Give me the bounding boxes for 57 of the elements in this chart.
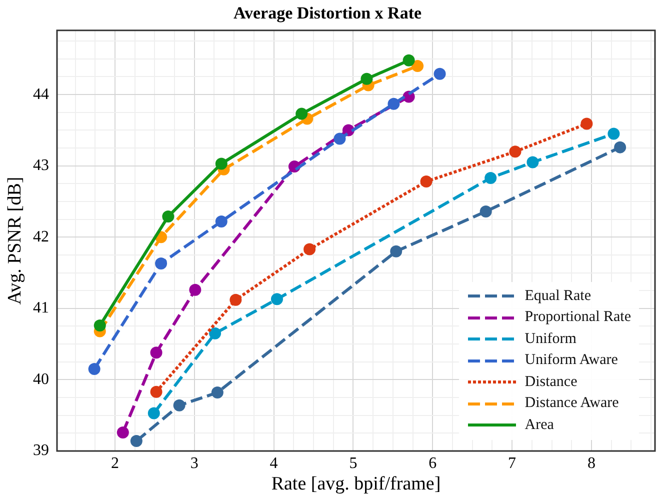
x-tick-label: 5 <box>349 454 358 472</box>
point <box>526 156 539 168</box>
point <box>215 215 228 228</box>
legend-label: Area <box>524 416 554 434</box>
point <box>94 320 106 332</box>
point <box>388 98 400 110</box>
point <box>420 176 432 188</box>
legend-label: Equal Rate <box>524 286 591 306</box>
y-tick-label: 42 <box>33 228 49 246</box>
x-tick-label: 2 <box>110 454 119 472</box>
point <box>304 243 316 256</box>
y-tick-label: 41 <box>33 300 49 317</box>
legend-label: Proportional Rate <box>524 308 631 327</box>
y-tick-label: 39 <box>33 442 49 460</box>
point <box>230 294 242 306</box>
point <box>270 293 283 306</box>
x-tick-label: 6 <box>428 454 437 472</box>
point <box>412 60 424 72</box>
x-tick-label: 4 <box>270 454 278 472</box>
legend-label: Uniform Aware <box>524 351 618 370</box>
point <box>150 346 162 359</box>
point <box>116 426 129 438</box>
point <box>296 108 308 120</box>
x-tick-label: 8 <box>587 454 596 472</box>
point <box>148 407 160 420</box>
legend-label: Uniform <box>524 330 576 348</box>
y-axis-title: Avg. PSNR [dB] <box>4 176 26 305</box>
point <box>509 146 522 158</box>
legend-label: Distance Aware <box>524 394 619 413</box>
point <box>580 118 593 130</box>
point <box>88 363 100 376</box>
x-axis-title: Rate [avg. bpif/frame] <box>271 474 441 495</box>
point <box>150 386 162 398</box>
point <box>402 54 415 66</box>
point <box>614 141 626 154</box>
x-tick-label: 3 <box>190 454 198 472</box>
point <box>130 435 142 448</box>
point <box>434 68 446 80</box>
x-tick-label: 7 <box>508 454 516 472</box>
point <box>480 205 492 218</box>
point <box>390 245 402 258</box>
y-tick-label: 44 <box>33 86 49 103</box>
point <box>155 258 168 270</box>
point <box>189 284 202 296</box>
y-tick-label: 40 <box>33 370 49 388</box>
point <box>484 172 497 184</box>
y-tick-label: 43 <box>33 157 49 174</box>
point <box>162 210 174 222</box>
legend-label: Distance <box>524 372 578 392</box>
point <box>209 327 222 340</box>
point <box>211 386 224 399</box>
point <box>173 399 186 412</box>
point <box>608 128 620 140</box>
point <box>360 72 373 85</box>
point <box>334 132 346 145</box>
point <box>215 158 228 170</box>
chart-title: Average Distortion x Rate <box>233 4 422 23</box>
